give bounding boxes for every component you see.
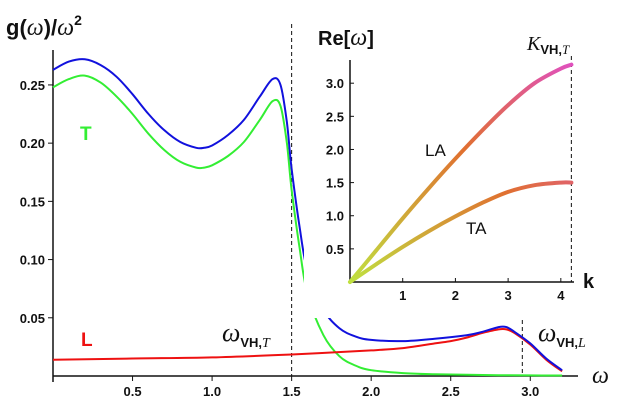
inset-y-tick-label: 0.5 [326,242,344,257]
inset-x-tick-label: 2 [452,288,459,303]
inset-y-tick-label: 1.5 [326,176,344,191]
main-xlabel: ω [592,363,609,389]
main-x-tick-label: 1.0 [203,384,221,399]
inset-xlabel: k [583,271,595,293]
main-x-tick-label: 0.5 [124,384,142,399]
inset-y-tick-label: 2.5 [326,109,344,124]
series-l-line [52,327,563,373]
main-ylabel-omega2: ω [57,15,74,41]
inset-chart: Re[ω] KVH,T k 1 2 3 40.51.01.52.02.53.0 LA … [304,25,595,318]
label-l: L [81,330,93,351]
series-total-line [52,58,563,372]
inset-ylabel: Re[ω] [318,25,374,51]
inset-y-tick-label: 3.0 [326,76,344,91]
series-t-line [52,74,563,377]
main-ylabel-omega1: ω [27,15,44,41]
annotation-vh-l: ωVH,L [538,318,586,351]
main-ylabel-div: )/ [44,15,57,40]
inset-y-tick-label: 1.0 [326,209,344,224]
inset-ticks: 1 2 3 4 0.5 1.0 1.5 2.0 2.5 3.0 [326,76,565,303]
main-ylabel-g: g( [6,15,27,40]
main-y-tick-label: 0.05 [20,311,45,326]
main-y-tick-label: 0.25 [20,78,45,93]
main-ylabel-exp: 2 [74,12,82,28]
inset-y-tick-label: 2.0 [326,142,344,157]
main-x-tick-label: 2.0 [362,384,380,399]
main-x-tick-label: 2.5 [442,384,460,399]
inset-x-tick-label: 4 [557,288,565,303]
inset-x-tick-label: 1 [399,288,406,303]
main-y-tick-label: 0.20 [20,136,45,151]
label-t: T [80,124,92,145]
label-la: LA [425,141,446,160]
main-y-tick-label: 0.15 [20,194,45,209]
inset-k-vh-label: KVH,T [526,33,570,57]
main-ylabel: g(ω)/ω2 [6,12,82,41]
main-y-tick-label: 0.10 [20,253,45,268]
inset-x-tick-label: 3 [505,288,512,303]
main-ticks: 0.5 1.0 1.5 2.0 2.5 3.0 0.05 0.10 0.15 0.20 0.25 [20,78,540,399]
main-x-tick-label: 3.0 [521,384,539,399]
series-la-line [348,62,574,284]
annotation-vh-t: ωVH,T [222,318,271,351]
main-x-tick-label: 1.5 [283,384,301,399]
label-ta: TA [466,219,487,238]
series-ta-line [348,180,574,284]
